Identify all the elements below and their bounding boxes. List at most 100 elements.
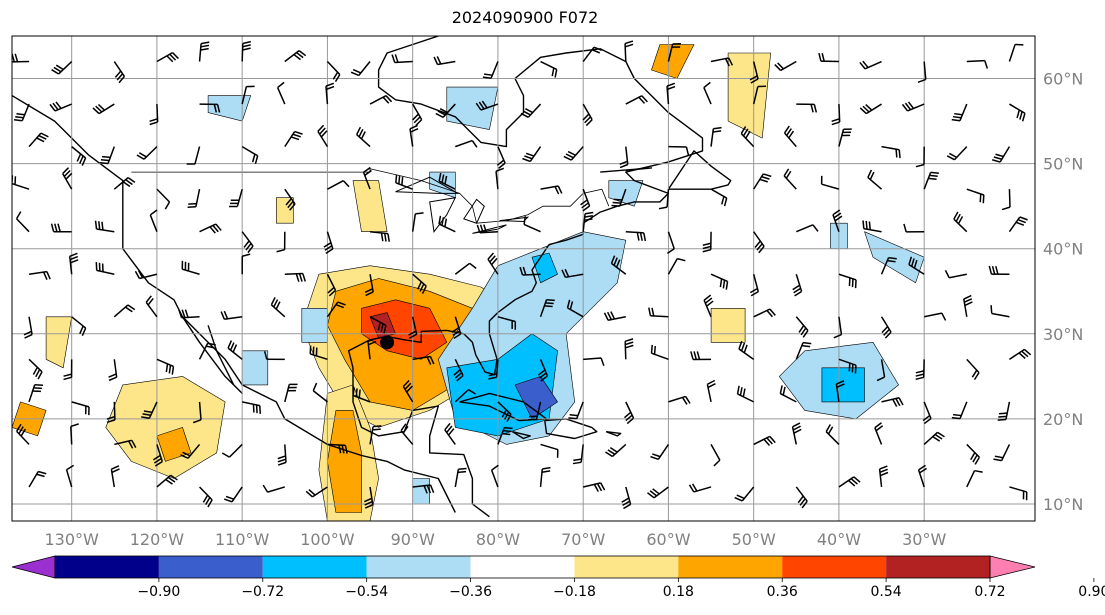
wind-barb <box>917 61 927 84</box>
wind-barb <box>108 359 118 382</box>
wind-barb <box>114 439 137 449</box>
wind-barb <box>28 132 49 148</box>
wind-barb <box>539 466 551 488</box>
wind-barb <box>944 270 967 279</box>
coastlines <box>12 36 732 518</box>
wind-barb <box>880 256 897 275</box>
wind-barb <box>411 212 424 232</box>
wind-barb <box>284 272 306 282</box>
wind-barb <box>650 344 669 361</box>
wind-barb <box>181 260 200 275</box>
wind-barb <box>582 46 603 62</box>
colorbar-label: 0.72 <box>974 584 1005 600</box>
wind-barb <box>113 177 136 190</box>
wind-barb <box>15 211 30 233</box>
wind-barb <box>924 312 947 321</box>
wind-barb <box>1009 348 1032 360</box>
wind-barb <box>795 316 809 338</box>
wind-barb <box>13 103 30 122</box>
wind-barb <box>149 209 158 232</box>
wind-barb <box>831 104 841 126</box>
wind-barb <box>583 357 605 367</box>
wind-barb <box>867 169 883 190</box>
colorbar-label: 0.36 <box>767 584 798 600</box>
colorbar-label: 0.18 <box>663 584 694 600</box>
colorbar-swatch <box>886 556 990 578</box>
wind-barb <box>835 380 845 402</box>
wind-barb <box>412 273 427 294</box>
wind-barb <box>838 128 852 147</box>
wind-barb <box>876 359 886 382</box>
wind-barb <box>284 383 298 403</box>
wind-barb <box>915 359 925 381</box>
colorbar-label: 0.54 <box>871 584 902 600</box>
wind-barb <box>690 351 712 361</box>
wind-barb <box>317 124 329 148</box>
wind-barb <box>946 146 968 161</box>
wind-barb <box>953 211 968 233</box>
wind-barb <box>623 401 635 425</box>
wind-barb <box>779 385 797 403</box>
wind-barb <box>136 146 158 160</box>
wind-barb <box>539 299 555 318</box>
wind-barb <box>270 297 286 318</box>
wind-barb <box>838 358 857 374</box>
wind-barb <box>180 443 201 459</box>
wind-barb <box>580 188 591 212</box>
wind-barb <box>99 146 116 165</box>
wind-barb <box>326 61 341 83</box>
wind-barb <box>908 256 925 275</box>
wind-barb <box>520 103 542 118</box>
wind-barb <box>710 444 721 467</box>
wind-barb <box>262 484 286 493</box>
wind-barb <box>453 359 464 382</box>
wind-barb <box>362 166 372 190</box>
wind-barb <box>647 486 669 499</box>
lake-outline <box>472 224 507 234</box>
wind-barb <box>783 125 797 148</box>
wind-barb <box>572 444 584 465</box>
colorbar-label: −0.36 <box>449 584 492 600</box>
wind-barb <box>1009 486 1028 501</box>
wind-barb <box>186 146 201 165</box>
wind-barb <box>658 189 670 210</box>
colorbar-label: −0.90 <box>137 584 180 600</box>
wind-barbs <box>12 40 1032 510</box>
wind-barb <box>23 316 33 339</box>
wind-barb <box>198 41 210 62</box>
x-tick-label: 80°W <box>476 530 520 549</box>
wind-barb <box>666 231 675 254</box>
anomaly-region <box>514 376 558 420</box>
coastline <box>352 367 490 518</box>
colorbar-swatch <box>470 556 575 578</box>
x-tick-label: 110°W <box>215 530 270 549</box>
wind-barb <box>113 61 126 84</box>
wind-barb <box>917 464 927 488</box>
colorbar-swatch <box>55 556 159 578</box>
y-tick-label: 10°N <box>1043 495 1083 514</box>
wind-barb <box>749 61 759 84</box>
wind-barb <box>619 146 629 169</box>
y-tick-label: 60°N <box>1043 70 1083 89</box>
wind-barb <box>566 299 584 318</box>
wind-barb <box>482 61 499 79</box>
wind-barb <box>563 146 584 161</box>
wind-barb <box>134 270 158 280</box>
wind-barb <box>284 50 307 63</box>
colorbar-label: −0.72 <box>241 584 284 600</box>
wind-barb <box>667 43 681 62</box>
wind-barb <box>966 59 989 69</box>
x-tick-label: 50°W <box>732 530 776 549</box>
colorbar-swatch <box>782 556 887 578</box>
wind-barb <box>1001 189 1011 211</box>
wind-barb <box>63 359 73 381</box>
wind-barb <box>156 358 175 375</box>
wind-barb <box>227 340 243 360</box>
wind-barb <box>475 100 499 111</box>
anomaly-region <box>276 197 294 224</box>
wind-barb <box>369 230 390 242</box>
coastline <box>600 167 653 173</box>
wind-barb <box>666 82 676 105</box>
colorbar-swatch <box>366 556 471 578</box>
